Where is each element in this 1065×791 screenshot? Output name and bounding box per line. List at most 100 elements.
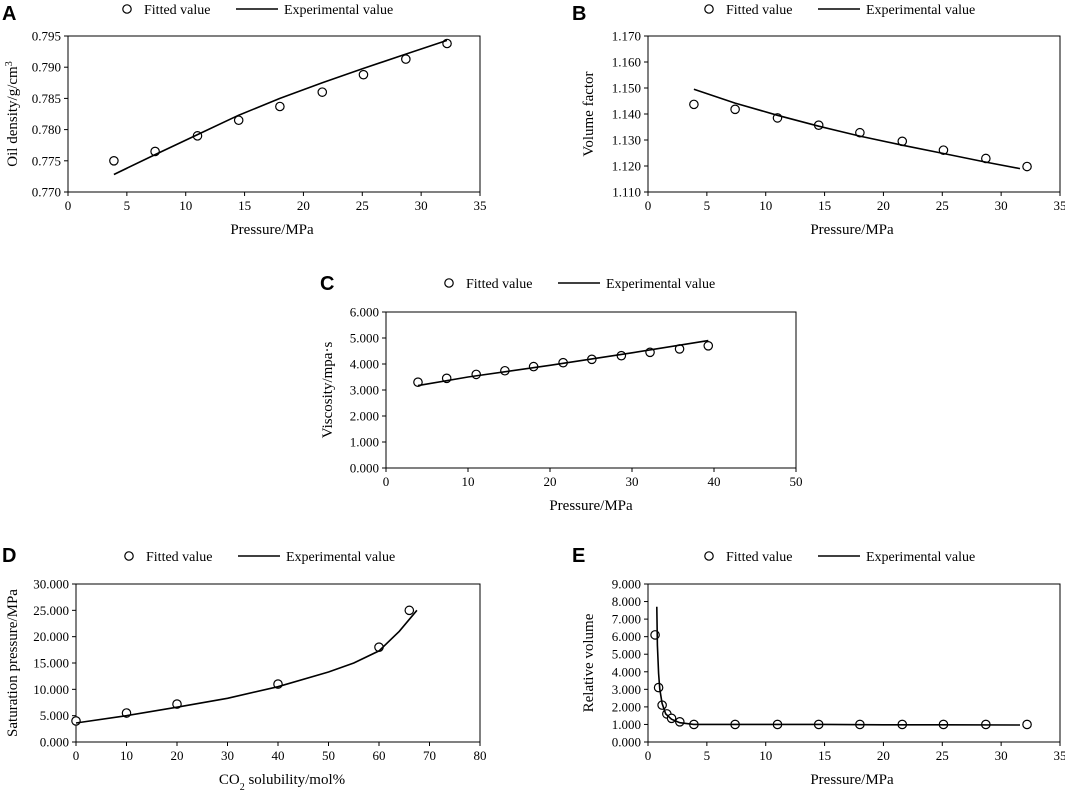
x-tick-label: 20	[297, 198, 310, 213]
x-axis-title-rest: solubility/mol%	[245, 772, 345, 788]
y-tick-label: 1.120	[612, 159, 641, 174]
y-tick-label: 6.000	[612, 629, 641, 644]
plot-frame	[67, 35, 481, 193]
x-tick-label: 0	[73, 748, 80, 763]
data-point-fitted	[674, 717, 685, 727]
x-tick-label: 5	[704, 748, 711, 763]
y-tick-label: 3.000	[350, 383, 379, 398]
y-tick-label: 9.000	[612, 577, 641, 592]
data-point-fitted	[938, 145, 949, 155]
y-tick-label: 1.110	[612, 185, 641, 200]
plot-frame	[647, 35, 1061, 193]
x-tick-label: 50	[790, 474, 803, 489]
data-point-fitted	[471, 369, 481, 380]
y-axis-title: Oil density/g/cm3	[4, 61, 22, 166]
legend-label-fitted: Fitted value	[146, 550, 213, 565]
y-tick-label: 8.000	[612, 594, 641, 609]
y-tick-label: 10.000	[33, 682, 69, 697]
y-tick-label: 2.000	[350, 409, 379, 424]
legend-marker-fitted	[122, 4, 132, 14]
y-tick-label: 4.000	[612, 664, 641, 679]
x-tick-label: 25	[936, 748, 949, 763]
series-line-experimental	[75, 609, 418, 724]
y-axis-title-superscript: 3	[4, 61, 15, 66]
series-line-experimental	[113, 39, 448, 176]
x-tick-label: 0	[645, 748, 652, 763]
x-tick-label: 10	[120, 748, 133, 763]
data-point-fitted	[730, 104, 740, 115]
x-tick-label: 60	[373, 748, 386, 763]
plot-frame	[75, 583, 481, 743]
y-tick-label: 5.000	[612, 647, 641, 662]
legend-label-experimental: Experimental value	[866, 3, 975, 18]
data-point-fitted	[358, 69, 369, 80]
x-axis-title: Pressure/MPa	[230, 222, 314, 238]
x-tick-label: 20	[544, 474, 557, 489]
plot-frame	[385, 311, 797, 469]
y-tick-label: 1.170	[612, 29, 641, 44]
legend-marker-fitted	[704, 4, 714, 14]
series-line-experimental	[693, 88, 1021, 170]
x-axis-title-subscript: 2	[240, 782, 245, 791]
y-tick-label: 0.790	[32, 60, 61, 75]
y-axis-title-main: Relative volume	[581, 613, 597, 712]
panel-letter: B	[572, 3, 586, 25]
y-tick-label: 20.000	[33, 629, 69, 644]
x-tick-label: 10	[759, 748, 772, 763]
x-axis-title: Pressure/MPa	[549, 498, 633, 514]
plot-frame	[647, 583, 1061, 743]
y-tick-label: 0.785	[32, 91, 61, 106]
x-tick-label: 40	[708, 474, 721, 489]
x-tick-label: 5	[124, 198, 131, 213]
panel-b: B 0 5 10 15 20 25 30 35 1.110 1.120 1.130 1.140 1.150…	[572, 3, 1065, 238]
x-tick-label: 30	[995, 198, 1008, 213]
panel-letter: C	[320, 273, 334, 295]
legend-label-experimental: Experimental value	[284, 3, 393, 18]
data-point-fitted	[317, 87, 328, 97]
panel-letter: E	[572, 545, 585, 567]
x-axis-title-main: CO	[219, 772, 240, 788]
legend-marker-fitted	[124, 551, 134, 561]
x-tick-label: 5	[704, 198, 711, 213]
y-tick-label: 30.000	[33, 577, 69, 592]
legend-label-experimental: Experimental value	[606, 277, 715, 292]
data-point-fitted	[401, 54, 411, 64]
x-tick-label: 0	[645, 198, 652, 213]
data-point-fitted	[689, 99, 699, 110]
legend-label-fitted: Fitted value	[726, 3, 793, 18]
y-tick-label: 1.000	[612, 717, 641, 732]
series-line-experimental	[417, 339, 709, 387]
y-tick-label: 0.775	[32, 153, 61, 168]
y-tick-label: 6.000	[350, 305, 379, 320]
x-tick-label: 35	[474, 198, 487, 213]
legend-label-fitted: Fitted value	[144, 3, 211, 18]
y-tick-label: 1.130	[612, 133, 641, 148]
x-tick-label: 50	[322, 748, 335, 763]
x-tick-label: 15	[238, 198, 251, 213]
x-tick-label: 15	[818, 748, 831, 763]
data-point-fitted	[71, 716, 81, 726]
panel-d: D 0 10 20 30 40 50 60 70 80 0.000 5.000 10.000 15.000…	[2, 545, 487, 791]
data-point-fitted	[1022, 161, 1032, 172]
x-tick-label: 25	[356, 198, 369, 213]
legend-marker-fitted	[444, 278, 454, 288]
y-tick-label: 4.000	[350, 357, 379, 372]
x-tick-label: 10	[759, 198, 772, 213]
y-tick-label: 15.000	[33, 656, 69, 671]
y-tick-label: 7.000	[612, 612, 641, 627]
y-axis-title-main: Volume factor	[581, 71, 597, 156]
x-tick-label: 20	[877, 748, 890, 763]
x-tick-label: 70	[423, 748, 436, 763]
x-tick-label: 20	[171, 748, 184, 763]
y-tick-label: 1.160	[612, 55, 641, 70]
x-tick-label: 10	[462, 474, 475, 489]
series-line-experimental	[656, 606, 1021, 726]
y-tick-label: 25.000	[33, 603, 69, 618]
x-tick-label: 35	[1054, 198, 1065, 213]
legend-label-fitted: Fitted value	[726, 550, 793, 565]
x-tick-label: 35	[1054, 748, 1065, 763]
y-tick-label: 0.000	[350, 461, 379, 476]
y-tick-label: 5.000	[40, 708, 69, 723]
y-axis-title: Viscosity/mpa·s	[320, 342, 336, 439]
